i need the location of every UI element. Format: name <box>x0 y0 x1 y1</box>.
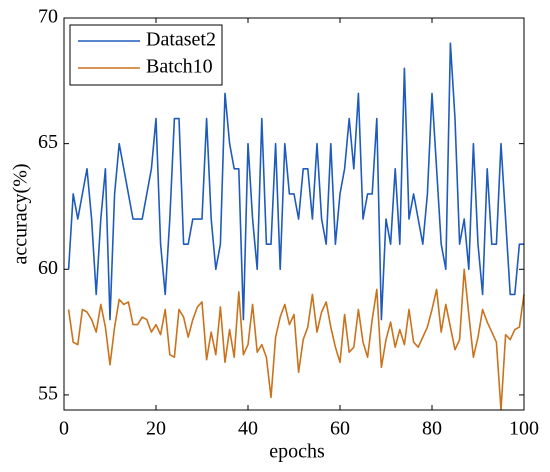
x-tick-label: 20 <box>146 418 166 440</box>
legend-label: Batch10 <box>146 56 213 78</box>
y-tick-label: 65 <box>38 131 58 153</box>
x-tick-label: 40 <box>238 418 258 440</box>
legend-label: Dataset2 <box>146 29 216 51</box>
x-tick-label: 0 <box>59 418 69 440</box>
y-tick-label: 55 <box>38 383 58 405</box>
legend-box <box>69 24 223 86</box>
y-tick-label: 70 <box>38 6 58 28</box>
x-tick-label: 80 <box>422 418 442 440</box>
y-axis-label: accuracy(%) <box>10 163 32 264</box>
x-tick-label: 100 <box>509 418 539 440</box>
plot-frame <box>63 17 525 411</box>
x-axis-label: epochs <box>269 441 325 463</box>
line <box>67 42 524 321</box>
line <box>67 268 525 411</box>
x-tick-label: 60 <box>330 418 350 440</box>
y-tick-label: 60 <box>38 257 58 279</box>
